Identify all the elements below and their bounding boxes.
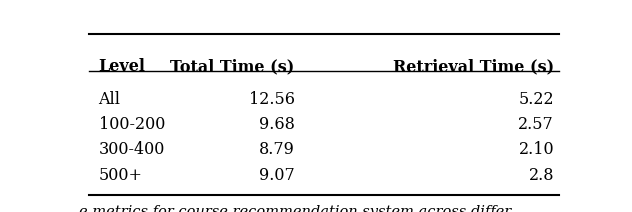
Text: 2.8: 2.8	[528, 167, 554, 184]
Text: 8.79: 8.79	[258, 141, 295, 158]
Text: 12.56: 12.56	[248, 91, 295, 108]
Text: 2.10: 2.10	[518, 141, 554, 158]
Text: 9.68: 9.68	[258, 116, 295, 133]
Text: Retrieval Time (s): Retrieval Time (s)	[393, 58, 554, 75]
Text: 300-400: 300-400	[99, 141, 165, 158]
Text: All: All	[99, 91, 121, 108]
Text: e metrics for course recommendation system across differ: e metrics for course recommendation syst…	[79, 205, 511, 212]
Text: 500+: 500+	[99, 167, 143, 184]
Text: Total Time (s): Total Time (s)	[170, 58, 295, 75]
Text: 2.57: 2.57	[518, 116, 554, 133]
Text: 5.22: 5.22	[518, 91, 554, 108]
Text: 100-200: 100-200	[99, 116, 165, 133]
Text: 9.07: 9.07	[258, 167, 295, 184]
Text: Level: Level	[99, 58, 145, 75]
